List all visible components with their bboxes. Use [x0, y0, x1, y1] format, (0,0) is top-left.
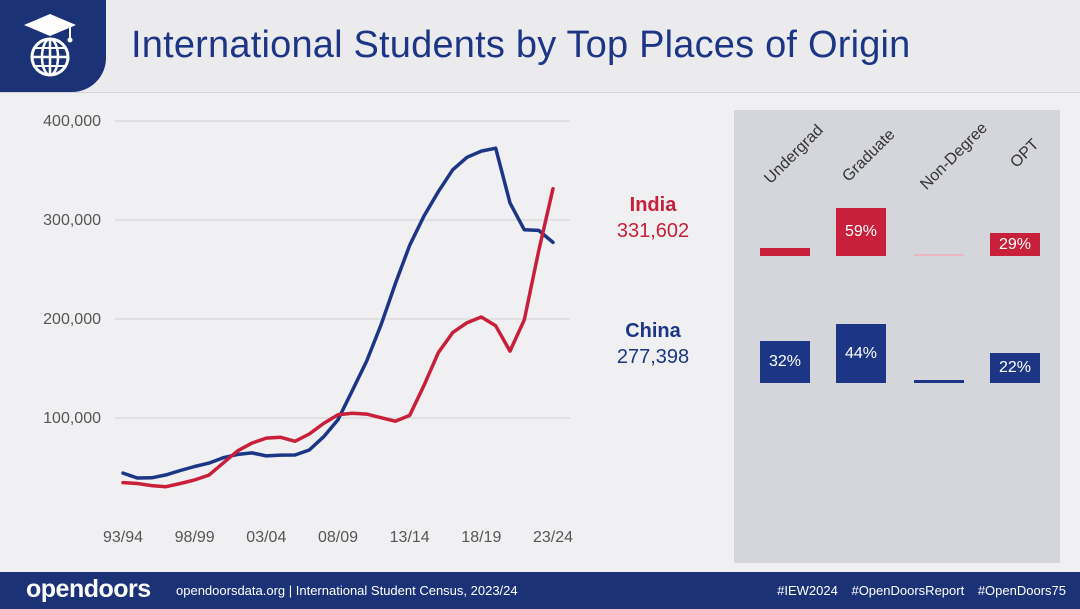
india-opt-bar: 29% — [990, 233, 1040, 256]
breakdown-panel: Undergrad Graduate Non-Degree OPT 59% 29… — [734, 110, 1060, 563]
x-tick-label: 93/94 — [103, 529, 143, 546]
line-chart: 100,000 200,000 300,000 400,000 93/94 98/99 03… — [43, 113, 573, 546]
india-callout-value: 331,602 — [616, 220, 690, 242]
x-tick-label: 13/14 — [390, 529, 430, 546]
hashtag-list: #IEW2024 #OpenDoorsReport #OpenDoors75 — [767, 583, 1066, 598]
china-callout: China 277,398 — [573, 318, 733, 370]
china-callout-name: China — [625, 320, 681, 342]
graduation-globe-icon — [24, 14, 76, 77]
series-line-india — [121, 186, 555, 489]
footer-source-text: opendoorsdata.org | International Studen… — [176, 583, 518, 598]
hashtag-opendoors75: #OpenDoors75 — [977, 583, 1066, 598]
india-undergrad-bar — [760, 248, 810, 256]
x-tick-label: 23/24 — [533, 529, 573, 546]
y-tick-label: 200,000 — [43, 311, 101, 328]
china-opt-bar: 22% — [990, 353, 1040, 383]
china-callout-value: 277,398 — [616, 346, 690, 368]
hashtag-iew: #IEW2024 — [777, 583, 838, 598]
india-non-degree-bar — [914, 254, 964, 256]
brand-logo: opendoors — [26, 575, 151, 603]
x-tick-label: 08/09 — [318, 529, 358, 546]
china-graduate-bar: 44% — [836, 324, 886, 383]
column-header-non-degree: Non-Degree — [917, 119, 991, 194]
china-non-degree-bar — [914, 380, 964, 383]
x-tick-label: 18/19 — [461, 529, 501, 546]
india-graduate-bar: 59% — [836, 208, 886, 256]
footer-bar: opendoors opendoorsdata.org | Internatio… — [0, 572, 1080, 609]
logo-badge — [0, 0, 106, 92]
column-header-opt: OPT — [1007, 136, 1043, 172]
column-header-graduate: Graduate — [839, 126, 899, 186]
y-tick-label: 400,000 — [43, 113, 101, 130]
hashtag-opendoorsreport: #OpenDoorsReport — [851, 583, 965, 598]
header-bar: International Students by Top Places of … — [0, 0, 1080, 93]
column-header-undergrad: Undergrad — [761, 121, 827, 188]
x-tick-label: 98/99 — [175, 529, 215, 546]
page-title: International Students by Top Places of … — [131, 24, 911, 66]
series-line-china — [121, 146, 555, 480]
india-callout-name: India — [629, 194, 677, 216]
x-tick-label: 03/04 — [246, 529, 286, 546]
china-undergrad-bar: 32% — [760, 341, 810, 383]
india-callout: India 331,602 — [573, 192, 733, 244]
y-tick-label: 300,000 — [43, 212, 101, 229]
y-tick-label: 100,000 — [43, 410, 101, 427]
